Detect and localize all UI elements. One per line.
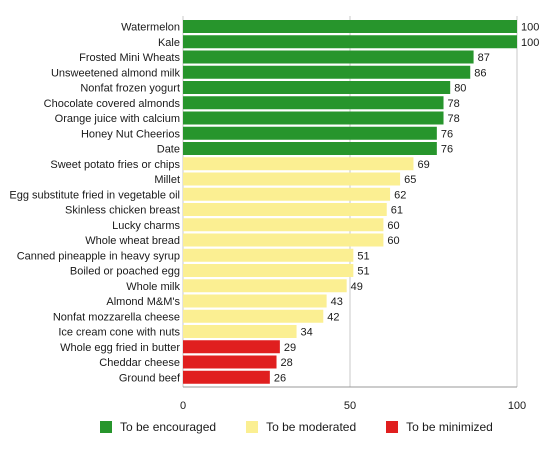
legend-item-encouraged: To be encouraged <box>100 420 216 434</box>
bar-23 <box>183 370 270 384</box>
value-label-2: 87 <box>478 52 490 64</box>
category-label-2: Frosted Mini Wheats <box>79 52 180 64</box>
category-label-18: Almond M&M's <box>106 296 180 308</box>
bar-4 <box>183 81 451 94</box>
value-label-1: 100 <box>521 37 539 49</box>
category-label-7: Honey Nut Cheerios <box>81 128 181 140</box>
value-label-0: 100 <box>521 22 539 34</box>
x-axis: 0 50 100 <box>180 386 526 412</box>
value-label-8: 76 <box>441 144 453 156</box>
bar-2 <box>183 50 474 64</box>
legend: To be encouraged To be moderated To be m… <box>100 420 493 434</box>
value-label-16: 51 <box>357 266 369 278</box>
category-label-22: Cheddar cheese <box>99 357 180 369</box>
value-label-13: 60 <box>387 220 399 232</box>
value-label-6: 78 <box>448 113 460 125</box>
category-label-12: Skinless chicken breast <box>65 205 180 217</box>
legend-swatch-moderated <box>246 421 259 433</box>
legend-label-encouraged: To be encouraged <box>120 420 217 434</box>
bar-22 <box>183 355 277 369</box>
value-label-5: 78 <box>448 98 460 110</box>
bar-11 <box>183 187 391 201</box>
bar-17 <box>183 279 347 293</box>
bars <box>183 20 517 384</box>
bar-20 <box>183 325 297 338</box>
legend-swatch-minimized <box>386 421 399 433</box>
bar-18 <box>183 294 327 308</box>
category-label-5: Chocolate covered almonds <box>44 98 181 110</box>
value-label-10: 65 <box>404 174 416 186</box>
bar-9 <box>183 157 414 171</box>
category-label-23: Ground beef <box>119 372 181 384</box>
category-label-17: Whole milk <box>126 281 180 293</box>
bar-21 <box>183 340 280 354</box>
value-label-9: 69 <box>417 159 429 171</box>
category-label-8: Date <box>157 144 180 156</box>
x-tick-label-0: 0 <box>180 400 186 412</box>
category-label-1: Kale <box>158 37 180 49</box>
value-label-11: 62 <box>394 189 406 201</box>
bar-5 <box>183 96 444 110</box>
value-label-20: 34 <box>301 327 313 339</box>
category-label-4: Nonfat frozen yogurt <box>80 83 180 95</box>
category-label-0: Watermelon <box>121 22 180 34</box>
bar-8 <box>183 142 437 155</box>
bar-10 <box>183 172 401 186</box>
legend-item-minimized: To be minimized <box>386 420 493 434</box>
bar-12 <box>183 203 387 216</box>
value-label-14: 60 <box>387 235 399 247</box>
value-label-15: 51 <box>357 250 369 262</box>
category-label-21: Whole egg fried in butter <box>60 342 180 354</box>
bar-19 <box>183 309 324 323</box>
bar-0 <box>183 20 517 33</box>
value-label-7: 76 <box>441 128 453 140</box>
value-label-3: 86 <box>474 67 486 79</box>
category-label-15: Canned pineapple in heavy syrup <box>17 250 180 262</box>
value-label-21: 29 <box>284 342 296 354</box>
value-label-23: 26 <box>274 372 286 384</box>
value-label-12: 61 <box>391 205 403 217</box>
category-label-9: Sweet potato fries or chips <box>50 159 180 171</box>
category-label-11: Egg substitute fried in vegetable oil <box>9 189 180 201</box>
category-labels: Watermelon Kale Frosted Mini Wheats Unsweet… <box>9 22 181 385</box>
bar-3 <box>183 65 471 79</box>
bar-7 <box>183 126 437 140</box>
category-label-20: Ice cream cone with nuts <box>58 327 180 339</box>
bar-16 <box>183 264 354 277</box>
legend-item-moderated: To be moderated <box>246 420 356 434</box>
value-label-19: 42 <box>327 311 339 323</box>
category-label-14: Whole wheat bread <box>85 235 180 247</box>
bar-13 <box>183 218 384 232</box>
value-label-22: 28 <box>281 357 293 369</box>
x-tick-label-100: 100 <box>508 400 526 412</box>
category-label-3: Unsweetened almond milk <box>51 67 181 79</box>
category-label-16: Boiled or poached egg <box>70 266 180 278</box>
value-label-4: 80 <box>454 83 466 95</box>
bar-6 <box>183 111 444 125</box>
legend-label-minimized: To be minimized <box>406 420 493 434</box>
category-label-19: Nonfat mozzarella cheese <box>53 311 180 323</box>
legend-label-moderated: To be moderated <box>266 420 357 434</box>
value-label-17: 49 <box>351 281 363 293</box>
bar-15 <box>183 248 354 262</box>
bar-14 <box>183 233 384 247</box>
legend-swatch-encouraged <box>100 421 112 433</box>
category-label-10: Millet <box>154 174 180 186</box>
x-tick-label-50: 50 <box>344 400 356 412</box>
category-label-6: Orange juice with calcium <box>55 113 180 125</box>
bar-1 <box>183 35 517 49</box>
category-label-13: Lucky charms <box>112 220 180 232</box>
value-label-18: 43 <box>331 296 343 308</box>
